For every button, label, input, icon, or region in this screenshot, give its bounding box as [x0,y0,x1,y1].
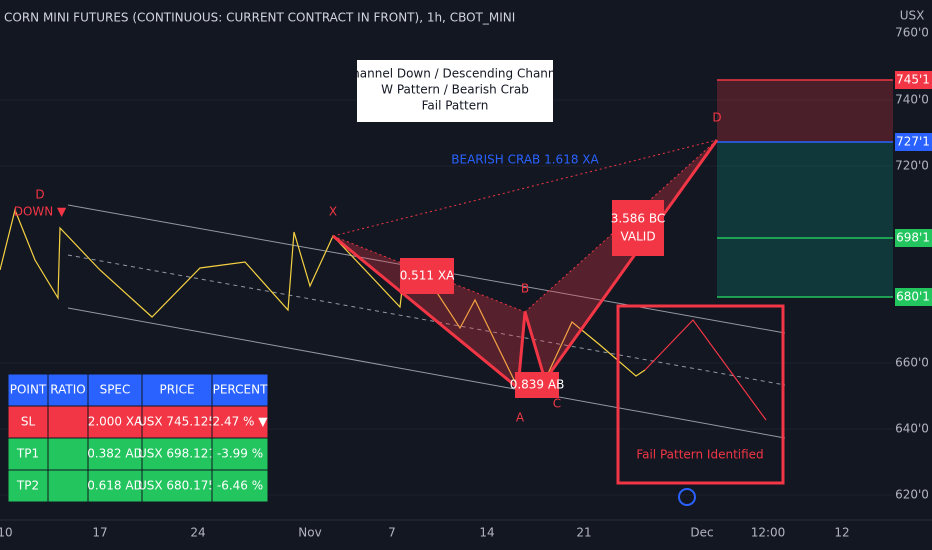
table-cell [141,405,213,439]
cell-text: -3.99 % [217,447,263,461]
label: BEARISH CRAB 1.618 XA [451,153,599,167]
info-text: Fail Pattern [422,99,489,113]
cell-text: SPEC [100,383,131,397]
table-cell [87,469,143,503]
tag-bg [895,71,932,89]
price-tag: 727'1 [896,135,930,149]
tag-bg [895,229,932,247]
table-cell [211,373,269,407]
label: A [516,411,525,425]
table-cell [211,469,269,503]
price-label: 620'0 [895,488,929,502]
xd-line [332,139,718,237]
info-text: W Pattern / Bearish Crab [381,83,529,97]
bcd-triangle [525,140,717,380]
cell-text: POINT [10,383,47,397]
table-cell [141,469,213,503]
table-cell [7,405,49,439]
label: C [553,397,561,411]
label: B [521,282,529,296]
fail-box [616,304,785,485]
date-label: 17 [92,526,107,540]
cell-text: USX 745.125 [138,415,216,429]
info-box [357,60,553,122]
table-cell [141,373,213,407]
label: X [329,205,337,219]
table-cell [87,373,143,407]
channel-lower [67,307,786,439]
tag-bg [895,288,932,306]
cell-text: PRICE [159,383,194,397]
cell-text: USX 698.121 [138,447,216,461]
label: D [712,111,721,125]
cell-text: 0.382 AD [87,447,143,461]
currency: USX [900,9,925,23]
price-label: 640'0 [895,422,929,436]
date-label: 12 [834,526,849,540]
price-tag: 680'1 [896,290,930,304]
label: VALID [620,230,655,244]
cell-text: TP2 [16,479,39,493]
label: DOWN ▼ [14,205,67,219]
cell-text: 2.47 % ▼ [213,415,269,429]
date-label: 10 [0,526,13,540]
label: 3.586 BC [611,212,666,226]
table-cell [47,405,89,439]
cell-text: 0.618 AD [87,479,143,493]
table-cell [211,405,269,439]
price-label: 740'0 [895,93,929,107]
date-label: 14 [479,526,494,540]
price-label: 760'0 [895,26,929,40]
label: Fail Pattern Identified [636,448,763,462]
cell-text: 2.000 XA [88,415,143,429]
date-label: Dec [690,526,713,540]
projection-line [644,319,767,421]
info-text: Channel Down / Descending Channel [344,67,566,81]
date-label: 21 [576,526,591,540]
bc-box [612,200,664,256]
date-label: 12:00 [751,526,786,540]
title: CORN MINI FUTURES (CONTINUOUS: CURRENT C… [4,11,515,25]
target-zone [717,142,893,297]
table-cell [47,437,89,471]
table-cell [87,405,143,439]
table-cell [7,437,49,471]
cell-text: RATIO [50,383,85,397]
date-label: 24 [190,526,205,540]
cell-text: SL [21,415,36,429]
table-cell [211,437,269,471]
xa-box [400,258,454,294]
replay-icon[interactable] [678,488,696,506]
date-label: Nov [298,526,321,540]
table-cell [47,469,89,503]
date-label: 7 [388,526,396,540]
price-label: 720'0 [895,159,929,173]
table-cell [7,469,49,503]
cell-text: PERCENT [213,383,268,397]
cell-text: TP1 [16,447,39,461]
ab-box [515,372,559,398]
stop-zone [717,80,893,142]
table-cell [141,437,213,471]
channel-middle [67,254,786,386]
label: D [35,188,44,202]
label: 0.511 XA [400,269,455,283]
tag-bg [895,133,932,151]
pattern-dotted [332,139,718,313]
label: 0.839 AB [510,378,565,392]
table-cell [7,373,49,407]
price-tag: 698'1 [896,231,930,245]
pattern-line [332,139,719,391]
price-label: 660'0 [895,356,929,370]
price-tag: 745'1 [896,73,930,87]
cell-text: -6.46 % [217,479,263,493]
cell-text: USX 680.175 [138,479,216,493]
